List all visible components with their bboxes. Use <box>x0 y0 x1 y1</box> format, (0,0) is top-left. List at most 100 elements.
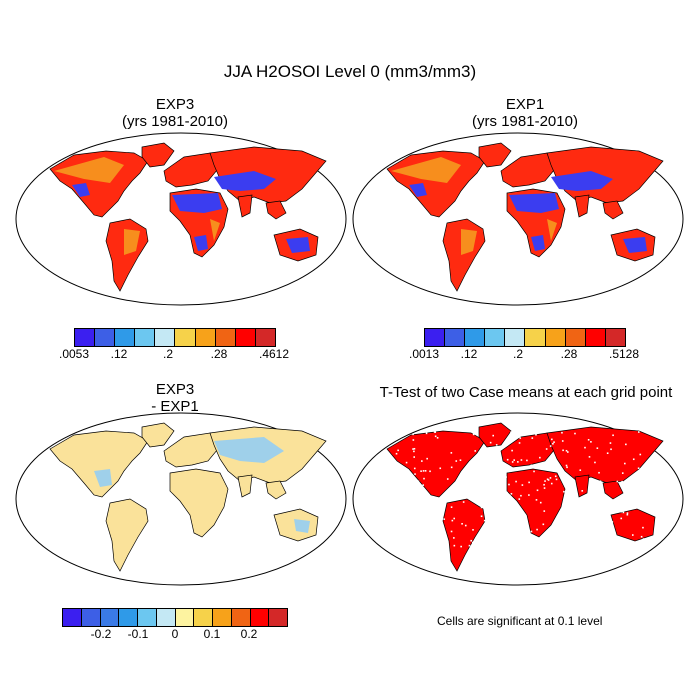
nonsignificant-cell <box>624 462 626 465</box>
nonsignificant-cell <box>463 489 466 492</box>
nonsignificant-cell <box>631 534 634 536</box>
nonsignificant-cell <box>477 471 480 473</box>
nonsignificant-cell <box>449 498 452 501</box>
colorbar-swatch <box>119 609 138 626</box>
nonsignificant-cell <box>528 544 530 546</box>
nonsignificant-cell <box>553 441 555 443</box>
colorbar-swatch <box>175 609 195 626</box>
nonsignificant-cell <box>415 490 417 492</box>
nonsignificant-cell <box>609 550 612 552</box>
nonsignificant-cell <box>489 441 492 444</box>
colorbar-exp3-label: .28 <box>210 347 228 361</box>
nonsignificant-cell <box>398 498 401 501</box>
nonsignificant-cell <box>626 512 629 514</box>
map-diff <box>15 412 347 586</box>
nonsignificant-cell <box>505 440 508 442</box>
nonsignificant-cell <box>491 460 494 463</box>
colorbar-swatch <box>195 329 216 346</box>
nonsignificant-cell <box>555 478 558 481</box>
nonsignificant-cell <box>562 535 565 537</box>
moisture-zone-dry <box>551 171 613 191</box>
nonsignificant-cell <box>605 520 608 522</box>
nonsignificant-cell <box>395 525 397 527</box>
nonsignificant-cell <box>407 473 410 476</box>
nonsignificant-cell <box>473 468 475 471</box>
continent-australia <box>610 508 656 542</box>
nonsignificant-cell <box>476 434 479 436</box>
nonsignificant-cell <box>565 464 568 467</box>
nonsignificant-cell <box>506 458 509 461</box>
colorbar-swatch <box>235 329 256 346</box>
nonsignificant-cell <box>394 460 397 463</box>
nonsignificant-cell <box>412 439 415 441</box>
map-exp1 <box>352 132 684 306</box>
colorbar-swatch <box>250 609 270 626</box>
nonsignificant-cell <box>574 432 576 435</box>
nonsignificant-cell <box>551 438 553 441</box>
nonsignificant-cell <box>480 515 483 518</box>
colorbar-swatch <box>255 329 275 346</box>
nonsignificant-cell <box>503 511 506 514</box>
continent-seasia <box>265 200 287 220</box>
nonsignificant-cell <box>565 449 568 452</box>
nonsignificant-cell <box>489 541 491 544</box>
colorbar-swatch <box>565 329 586 346</box>
nonsignificant-cell <box>606 452 609 455</box>
nonsignificant-cell <box>490 525 493 528</box>
colorbar-swatch <box>545 329 566 346</box>
nonsignificant-cell <box>454 493 456 496</box>
nonsignificant-cell <box>404 475 407 477</box>
nonsignificant-cell <box>554 475 557 478</box>
nonsignificant-cell <box>418 490 421 493</box>
nonsignificant-cell <box>510 492 513 495</box>
nonsignificant-cell <box>398 503 401 505</box>
nonsignificant-cell <box>612 434 614 437</box>
continent-india <box>574 194 590 218</box>
nonsignificant-cell <box>394 433 397 436</box>
colorbar-swatch <box>525 329 546 346</box>
nonsignificant-cell <box>422 484 424 486</box>
nonsignificant-cell <box>462 473 465 475</box>
nonsignificant-cell <box>508 483 510 486</box>
nonsignificant-cell <box>461 522 463 525</box>
continent-greenland <box>141 142 175 168</box>
nonsignificant-cell <box>424 470 427 472</box>
nonsignificant-cell <box>528 481 530 484</box>
nonsignificant-cell <box>549 477 552 479</box>
nonsignificant-cell <box>450 530 453 533</box>
figure-title: JJA H2OSOI Level 0 (mm3/mm3) <box>223 62 477 81</box>
nonsignificant-cell <box>510 547 512 549</box>
nonsignificant-cell <box>623 499 626 501</box>
moisture-zone-mid <box>210 219 220 241</box>
nonsignificant-cell <box>530 464 533 467</box>
panel-title-diff-line2: - EXP1 <box>151 398 199 415</box>
nonsignificant-cell <box>579 469 582 471</box>
nonsignificant-cell <box>587 439 590 441</box>
colorbar-swatch <box>138 609 157 626</box>
nonsignificant-cell <box>425 517 428 520</box>
nonsignificant-cell <box>550 482 553 485</box>
nonsignificant-cell <box>462 501 465 503</box>
moisture-zone-dry <box>623 237 647 253</box>
nonsignificant-cell <box>468 544 471 547</box>
nonsignificant-cell <box>405 461 408 464</box>
colorbar-exp3-label: .0053 <box>58 347 90 361</box>
continent-greenland <box>478 142 512 168</box>
continent-greenland <box>141 422 175 448</box>
nonsignificant-cell <box>460 474 463 476</box>
continent-europe <box>500 152 556 188</box>
nonsignificant-cell <box>392 474 395 476</box>
colorbar-swatch <box>465 329 486 346</box>
moisture-zone-mid <box>547 219 557 241</box>
nonsignificant-cell <box>521 484 524 486</box>
nonsignificant-cell <box>502 515 505 517</box>
panel-title-diff-line1: EXP3 <box>155 381 195 398</box>
nonsignificant-cell <box>622 511 625 514</box>
nonsignificant-cell <box>596 447 599 449</box>
nonsignificant-cell <box>400 477 402 480</box>
panel-title-exp3-line1: EXP3 <box>155 96 195 113</box>
nonsignificant-cell <box>422 470 425 472</box>
nonsignificant-cell <box>520 494 522 497</box>
nonsignificant-cell <box>506 496 508 499</box>
nonsignificant-cell <box>505 531 507 534</box>
